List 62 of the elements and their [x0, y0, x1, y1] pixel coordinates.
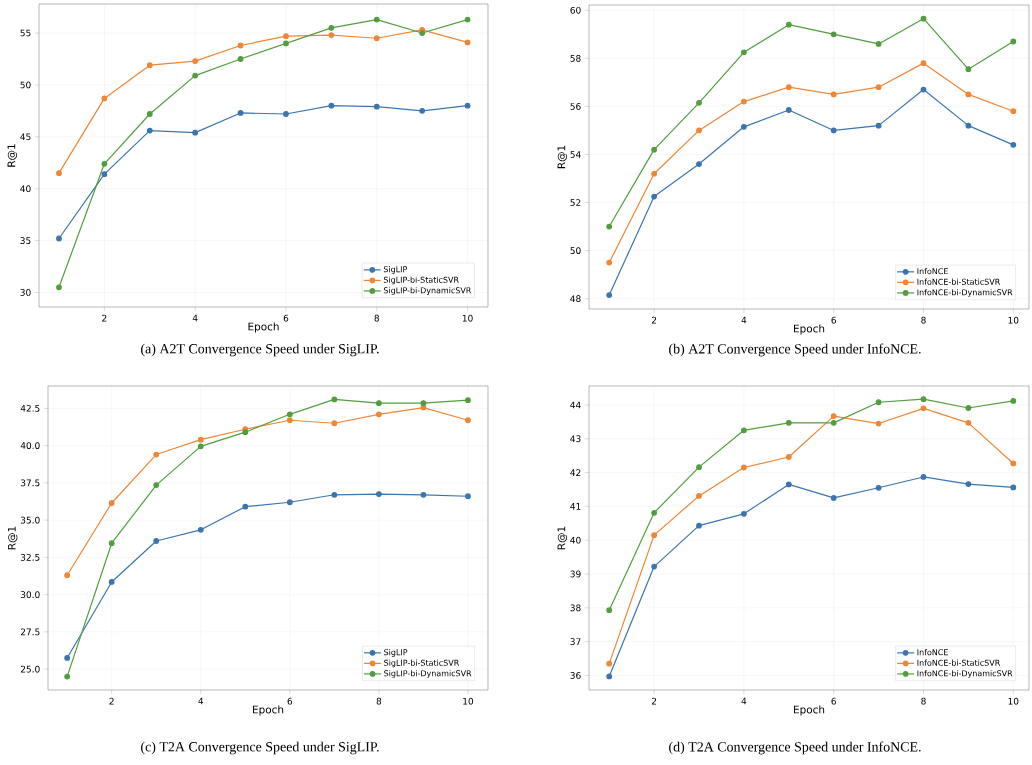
x-tick-label: 2 [651, 316, 657, 324]
x-tick-label: 4 [198, 697, 204, 705]
x-axis-title: Epoch [253, 705, 284, 716]
x-axis-title: Epoch [794, 324, 825, 335]
y-tick-label: 50 [20, 81, 31, 89]
text: (c) T2A Convergence Speed under SigLIP. [141, 741, 379, 755]
y-tick-label: 54 [570, 151, 581, 158]
x-tick-label: 6 [831, 697, 836, 705]
y-tick-label: 44 [570, 401, 581, 409]
y-tick-label: 25.0 [20, 665, 40, 673]
text: (b) A2T Convergence Speed under InfoNCE. [669, 343, 921, 357]
y-tick-label: 35.0 [20, 516, 40, 524]
x-axis-title: Epoch [794, 705, 825, 716]
y-tick-label: 40.0 [20, 442, 40, 449]
x-tick-label: 6 [283, 314, 289, 322]
y-tick-label: 56 [570, 103, 581, 110]
y-tick-label: 30 [20, 289, 31, 296]
x-tick-label: 10 [1008, 316, 1019, 324]
x-tick-label: 8 [921, 697, 926, 705]
x-axis-title: Epoch [248, 322, 279, 333]
y-axis-title: R@1 [7, 526, 18, 550]
y-tick-label: 55 [20, 29, 31, 37]
y-tick-label: 40 [570, 536, 581, 544]
x-tick-label: 8 [921, 316, 926, 324]
x-tick-label: 4 [741, 697, 747, 705]
y-tick-label: 38 [570, 604, 581, 612]
x-tick-label: 4 [741, 316, 747, 324]
x-tick-label: 4 [192, 314, 198, 322]
y-tick-label: 27.5 [20, 628, 40, 636]
y-tick-label: 37 [570, 638, 581, 646]
y-tick-label: 36 [570, 672, 581, 679]
x-tick-label: 10 [1008, 697, 1019, 705]
y-axis-title: R@1 [7, 144, 17, 167]
y-tick-label: 42.5 [20, 404, 40, 412]
y-tick-label: 30.0 [20, 591, 40, 599]
x-tick-label: 2 [109, 697, 114, 705]
x-tick-label: 8 [376, 697, 382, 705]
x-tick-label: 10 [463, 697, 474, 705]
x-tick-label: 10 [462, 314, 473, 322]
y-tick-label: 41 [570, 503, 581, 510]
x-tick-label: 6 [287, 697, 293, 705]
y-axis-title: R@1 [557, 145, 567, 169]
y-tick-label: 48 [570, 295, 581, 303]
y-tick-label: 60 [570, 6, 581, 14]
text: (a) A2T Convergence Speed under SigLIP. [141, 343, 379, 357]
y-axis-title: R@1 [557, 526, 567, 550]
y-tick-label: 43 [570, 435, 581, 443]
y-tick-label: 37.5 [20, 479, 40, 487]
x-tick-label: 2 [651, 697, 657, 705]
x-tick-label: 8 [374, 314, 380, 322]
x-tick-label: 2 [102, 314, 107, 322]
y-tick-label: 45 [20, 133, 31, 141]
y-tick-label: 32.5 [20, 553, 40, 561]
y-tick-label: 52 [570, 199, 581, 206]
y-tick-label: 39 [570, 570, 581, 578]
y-tick-label: 58 [570, 54, 581, 62]
x-tick-label: 6 [831, 316, 836, 324]
y-tick-label: 42 [570, 469, 581, 476]
y-tick-label: 35 [20, 237, 31, 244]
text: (d) T2A Convergence Speed under InfoNCE. [669, 741, 921, 755]
y-tick-label: 40 [20, 185, 31, 193]
y-tick-label: 50 [570, 247, 581, 254]
